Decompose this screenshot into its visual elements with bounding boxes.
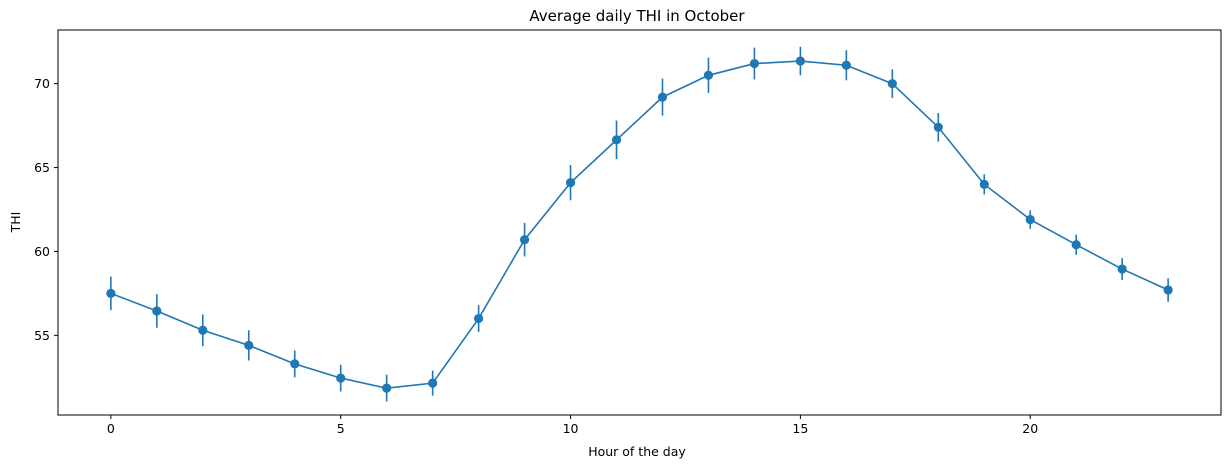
- y-tick-label: 60: [34, 244, 50, 259]
- y-tick-label: 70: [34, 76, 50, 91]
- x-tick-label: 15: [792, 421, 808, 436]
- data-point: [336, 373, 346, 383]
- series-line: [110, 60, 1169, 389]
- y-axis-label: THI: [8, 212, 23, 234]
- data-point: [611, 135, 622, 145]
- data-point: [519, 235, 530, 245]
- data-point: [152, 306, 162, 316]
- data-point: [565, 178, 576, 188]
- data-point: [244, 340, 254, 350]
- data-point: [1163, 285, 1173, 295]
- data-point: [106, 288, 116, 298]
- data-point: [749, 58, 760, 69]
- data-point: [428, 378, 438, 388]
- data-point: [382, 383, 392, 393]
- data-point: [887, 79, 897, 89]
- data-point: [795, 56, 805, 66]
- data-point: [703, 70, 714, 80]
- data-point: [657, 92, 668, 102]
- data-point: [290, 359, 300, 369]
- data-point: [841, 60, 851, 70]
- x-tick-label: 5: [337, 421, 345, 436]
- x-tick-label: 0: [107, 421, 115, 436]
- plot-frame: [57, 29, 1222, 416]
- y-axis: 55 60 65 70: [34, 76, 58, 343]
- x-tick-label: 10: [563, 421, 579, 436]
- y-tick-label: 55: [34, 328, 50, 343]
- data-points: [106, 56, 1173, 393]
- x-axis-label: Hour of the day: [588, 444, 686, 459]
- data-point: [474, 313, 484, 324]
- chart-title: Average daily THI in October: [529, 7, 745, 25]
- x-axis: 0 5 10 15 20: [107, 415, 1038, 436]
- data-point: [1071, 240, 1081, 250]
- data-point: [979, 179, 989, 189]
- data-point: [198, 325, 208, 335]
- error-bars: [110, 46, 1169, 402]
- data-point: [1117, 264, 1127, 274]
- y-tick-label: 65: [34, 160, 50, 175]
- data-point: [1025, 214, 1035, 225]
- data-point: [933, 122, 943, 132]
- x-tick-label: 20: [1022, 421, 1038, 436]
- series-line-group: [110, 60, 1169, 389]
